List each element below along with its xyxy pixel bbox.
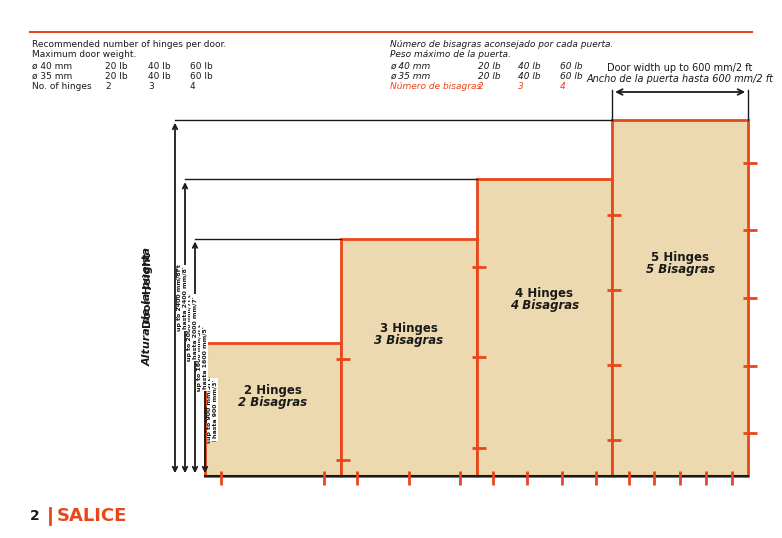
Text: 3 Hinges: 3 Hinges bbox=[380, 322, 438, 335]
Text: 20 lb: 20 lb bbox=[478, 62, 500, 71]
Text: 4: 4 bbox=[190, 82, 196, 91]
Text: Recommended number of hinges per door.: Recommended number of hinges per door. bbox=[32, 40, 226, 49]
Text: 3: 3 bbox=[148, 82, 154, 91]
Text: up to 2400 mm/8Ft
hasta 2400 mm/8': up to 2400 mm/8Ft hasta 2400 mm/8' bbox=[207, 376, 218, 443]
Text: 40 lb: 40 lb bbox=[518, 72, 540, 81]
Text: 20 lb: 20 lb bbox=[105, 72, 127, 81]
Text: up to 2400 mm/8Ft
hasta 2400 mm/8': up to 2400 mm/8Ft hasta 2400 mm/8' bbox=[177, 265, 188, 331]
Text: SALICE: SALICE bbox=[57, 507, 127, 525]
Text: 3: 3 bbox=[518, 82, 524, 91]
Text: Ancho de la puerta hasta 600 mm/2 ft: Ancho de la puerta hasta 600 mm/2 ft bbox=[586, 74, 773, 84]
Text: ø 40 mm: ø 40 mm bbox=[390, 62, 430, 71]
Text: 2 Hinges: 2 Hinges bbox=[244, 384, 302, 398]
Text: Altura de la puerta: Altura de la puerta bbox=[143, 246, 153, 365]
Text: 4 Bisagras: 4 Bisagras bbox=[510, 299, 579, 312]
Text: Peso máximo de la puerta.: Peso máximo de la puerta. bbox=[390, 50, 511, 59]
Text: 4 Hinges: 4 Hinges bbox=[515, 287, 573, 300]
Text: 2: 2 bbox=[105, 82, 110, 91]
Text: ø 35 mm: ø 35 mm bbox=[32, 72, 72, 81]
Text: 20 lb: 20 lb bbox=[478, 72, 500, 81]
Text: 2 Bisagras: 2 Bisagras bbox=[239, 397, 307, 409]
Text: 20 lb: 20 lb bbox=[105, 62, 127, 71]
Text: Número de bisagras aconsejado por cada puerta.: Número de bisagras aconsejado por cada p… bbox=[390, 40, 613, 49]
Text: up to 1600 mm/5Ft
hasta 1600 mm/5': up to 1600 mm/5Ft hasta 1600 mm/5' bbox=[187, 294, 198, 361]
Text: 40 lb: 40 lb bbox=[518, 62, 540, 71]
Text: ø 35 mm: ø 35 mm bbox=[390, 72, 430, 81]
Text: up to 900 mm/3Ft
hasta 900 mm/3': up to 900 mm/3Ft hasta 900 mm/3' bbox=[177, 267, 188, 329]
Text: up to 2000 mm/7Ft
hasta 2000 mm/7': up to 2000 mm/7Ft hasta 2000 mm/7' bbox=[187, 294, 198, 361]
Text: 40 lb: 40 lb bbox=[148, 62, 170, 71]
Bar bbox=[341, 239, 476, 476]
Text: 5 Hinges: 5 Hinges bbox=[651, 251, 709, 264]
Text: 3 Bisagras: 3 Bisagras bbox=[374, 334, 443, 347]
Text: 60 lb: 60 lb bbox=[190, 62, 213, 71]
Bar bbox=[476, 179, 612, 476]
Text: up to 1600 mm/5Ft
hasta 1600 mm/5': up to 1600 mm/5Ft hasta 1600 mm/5' bbox=[197, 324, 208, 391]
Text: Número de bisagras: Número de bisagras bbox=[390, 82, 481, 91]
Text: 2: 2 bbox=[478, 82, 484, 91]
Text: 60 lb: 60 lb bbox=[560, 72, 583, 81]
Text: 4: 4 bbox=[560, 82, 565, 91]
Text: up to 2000 mm/7Ft
hasta 2000 mm/7': up to 2000 mm/7Ft hasta 2000 mm/7' bbox=[197, 324, 208, 391]
Text: up to 900 mm/3Ft
hasta 900 mm/3': up to 900 mm/3Ft hasta 900 mm/3' bbox=[207, 378, 218, 441]
Text: Door width up to 600 mm/2 ft: Door width up to 600 mm/2 ft bbox=[608, 63, 753, 73]
Text: 40 lb: 40 lb bbox=[148, 72, 170, 81]
Text: ø 40 mm: ø 40 mm bbox=[32, 62, 72, 71]
Text: 60 lb: 60 lb bbox=[190, 72, 213, 81]
Bar bbox=[612, 120, 748, 476]
Text: No. of hinges: No. of hinges bbox=[32, 82, 91, 91]
Text: 5 Bisagras: 5 Bisagras bbox=[646, 263, 715, 276]
Bar bbox=[205, 343, 341, 476]
Text: 60 lb: 60 lb bbox=[560, 62, 583, 71]
Text: 2: 2 bbox=[30, 509, 40, 523]
Text: Door Height: Door Height bbox=[143, 252, 153, 328]
Text: Maximum door weight.: Maximum door weight. bbox=[32, 50, 136, 59]
